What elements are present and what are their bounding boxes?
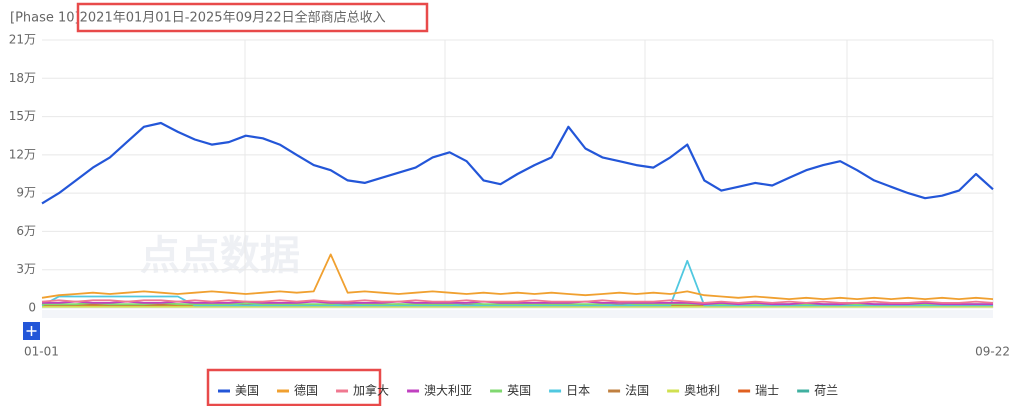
legend-item[interactable]: 日本 xyxy=(549,384,590,398)
plus-icon xyxy=(26,326,37,336)
series-line xyxy=(41,253,994,300)
chart-title: [Phase 10]2021年01月01日-2025年09月22日全部商店总收入 xyxy=(10,10,386,26)
vertical-grid xyxy=(244,40,994,308)
legend-label: 荷兰 xyxy=(814,384,838,398)
legend-label: 美国 xyxy=(235,384,259,398)
watermark: 点点数据 xyxy=(140,233,300,279)
y-tick-label: 15万 xyxy=(9,109,36,123)
y-tick-label: 21万 xyxy=(9,33,36,47)
legend-item[interactable]: 澳大利亚 xyxy=(407,384,472,398)
legend-label: 日本 xyxy=(566,384,590,398)
y-tick-label: 0 xyxy=(28,301,36,315)
legend-item[interactable]: 美国 xyxy=(218,384,259,398)
legend-item[interactable]: 德国 xyxy=(277,383,318,398)
y-tick-label: 12万 xyxy=(9,147,36,161)
legend-label: 英国 xyxy=(507,384,531,398)
legend-item[interactable]: 瑞士 xyxy=(738,384,779,398)
legend-label: 澳大利亚 xyxy=(424,384,472,398)
legend-label: 加拿大 xyxy=(353,383,389,398)
series-line xyxy=(41,121,994,205)
legend-label: 法国 xyxy=(625,384,649,398)
y-tick-label: 3万 xyxy=(16,262,36,276)
y-tick-label: 6万 xyxy=(16,224,36,238)
highlight-box xyxy=(206,368,382,406)
legend-label: 奥地利 xyxy=(684,384,720,398)
legend-label: 德国 xyxy=(294,383,318,398)
legend-item[interactable]: 法国 xyxy=(608,384,649,398)
series-line xyxy=(42,300,993,306)
legend-label: 瑞士 xyxy=(755,384,779,398)
y-tick-label: 18万 xyxy=(9,71,36,85)
x-tick-label: 01-01 xyxy=(24,345,59,359)
legend-item[interactable]: 荷兰 xyxy=(797,384,838,398)
y-tick-label: 9万 xyxy=(16,186,36,200)
highlight-box xyxy=(76,2,429,33)
legend-item[interactable]: 加拿大 xyxy=(336,383,389,398)
x-tick-label: 09-22 xyxy=(975,345,1010,359)
legend-item[interactable]: 英国 xyxy=(490,384,531,398)
series-line xyxy=(41,299,994,304)
legend-item[interactable]: 奥地利 xyxy=(667,384,720,398)
series-line xyxy=(41,259,993,307)
zoom-track xyxy=(42,310,993,318)
